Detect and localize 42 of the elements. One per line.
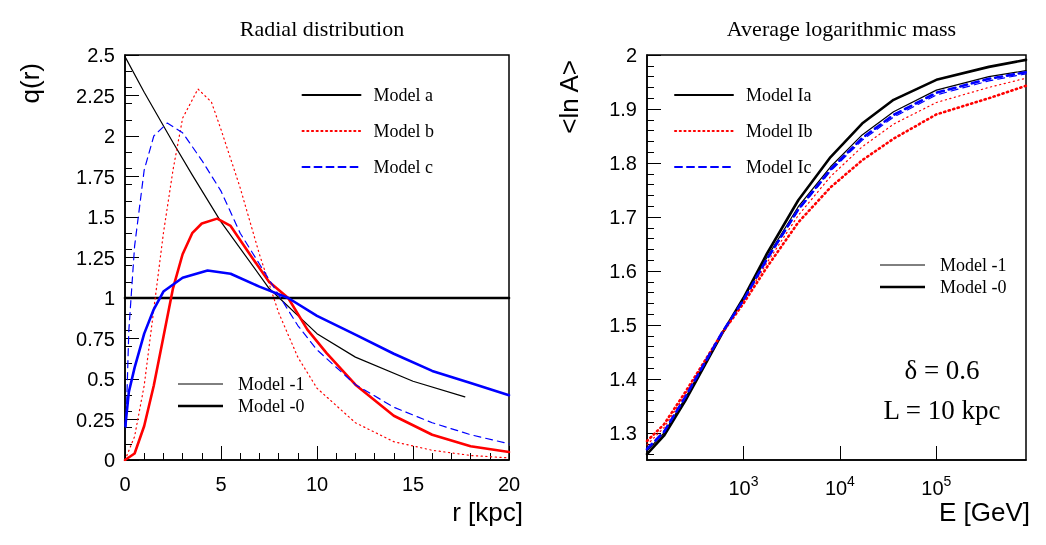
y-tick-label: 1.5: [87, 206, 115, 228]
y-tick-label: 2: [103, 125, 115, 147]
y-tick-label: 0: [103, 449, 115, 471]
annotation: Model -0: [238, 396, 305, 416]
y-axis-title: <ln A>: [554, 60, 584, 134]
chart-title: Average logarithmic mass: [726, 15, 957, 41]
y-tick-label: 1.3: [609, 422, 637, 444]
annotation: L = 10 kpc: [883, 395, 1001, 425]
y-tick-label: 1.4: [609, 368, 637, 390]
y-tick-label: 1.25: [76, 246, 115, 269]
chart-title: Radial distribution: [239, 15, 405, 41]
x-tick-label: 0: [119, 473, 131, 495]
y-tick-label: 0.25: [76, 408, 115, 431]
y-tick-label: 1.9: [609, 98, 637, 120]
x-tick-label: 20: [497, 473, 521, 495]
y-axis-title: q(r): [15, 63, 45, 104]
y-tick-label: 1.6: [609, 260, 637, 282]
y-tick-label: 2: [625, 44, 637, 66]
annotation: Model -1: [940, 255, 1007, 275]
y-tick-label: 1.8: [609, 152, 637, 174]
x-tick-label: 10: [305, 473, 329, 495]
y-tick-label: 1.5: [609, 314, 637, 336]
annotation: Model -1: [238, 374, 305, 394]
y-tick-label: 2.25: [76, 84, 115, 107]
y-tick-label: 0.5: [87, 368, 115, 390]
y-tick-label: 2.5: [87, 44, 115, 66]
y-tick-label: 1.7: [609, 206, 637, 228]
legend-label: Model b: [373, 121, 434, 141]
legend-label: Model Ib: [746, 121, 813, 141]
annotation: δ = 0.6: [904, 355, 980, 385]
legend-label: Model Ia: [746, 85, 812, 105]
annotation: Model -0: [940, 277, 1007, 297]
y-tick-label: 1.75: [76, 165, 115, 188]
y-tick-label: 0.75: [76, 327, 115, 350]
x-axis-title: E [GeV]: [938, 497, 1030, 527]
y-tick-label: 1: [103, 287, 115, 309]
legend-label: Model c: [373, 157, 433, 177]
x-tick-label: 5: [215, 473, 227, 495]
legend-label: Model Ic: [746, 157, 812, 177]
x-axis-title: r [kpc]: [452, 497, 523, 527]
legend-label: Model a: [373, 85, 433, 105]
x-tick-label: 15: [401, 473, 425, 495]
